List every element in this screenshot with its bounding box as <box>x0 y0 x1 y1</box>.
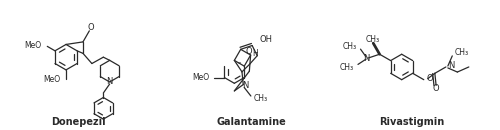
Text: N: N <box>242 81 248 90</box>
Text: Rivastigmin: Rivastigmin <box>379 117 444 127</box>
Text: N: N <box>106 77 113 86</box>
Text: O: O <box>426 74 434 83</box>
Text: O: O <box>433 84 440 93</box>
Text: CH₃: CH₃ <box>454 48 468 57</box>
Text: N: N <box>363 54 370 63</box>
Text: CH₃: CH₃ <box>365 35 380 44</box>
Text: MeO: MeO <box>24 41 42 50</box>
Text: CH₃: CH₃ <box>342 42 356 51</box>
Text: N: N <box>448 61 454 70</box>
Text: ''': ''' <box>238 62 242 67</box>
Text: CH₃: CH₃ <box>340 63 354 72</box>
Text: Galantamine: Galantamine <box>216 117 286 127</box>
Text: MeO: MeO <box>192 73 210 82</box>
Text: Donepezil: Donepezil <box>52 117 106 127</box>
Text: CH₃: CH₃ <box>254 95 268 103</box>
Text: MeO: MeO <box>43 75 60 84</box>
Text: O: O <box>246 47 252 56</box>
Text: H: H <box>252 49 258 58</box>
Text: OH: OH <box>260 35 273 44</box>
Text: O: O <box>87 23 94 32</box>
